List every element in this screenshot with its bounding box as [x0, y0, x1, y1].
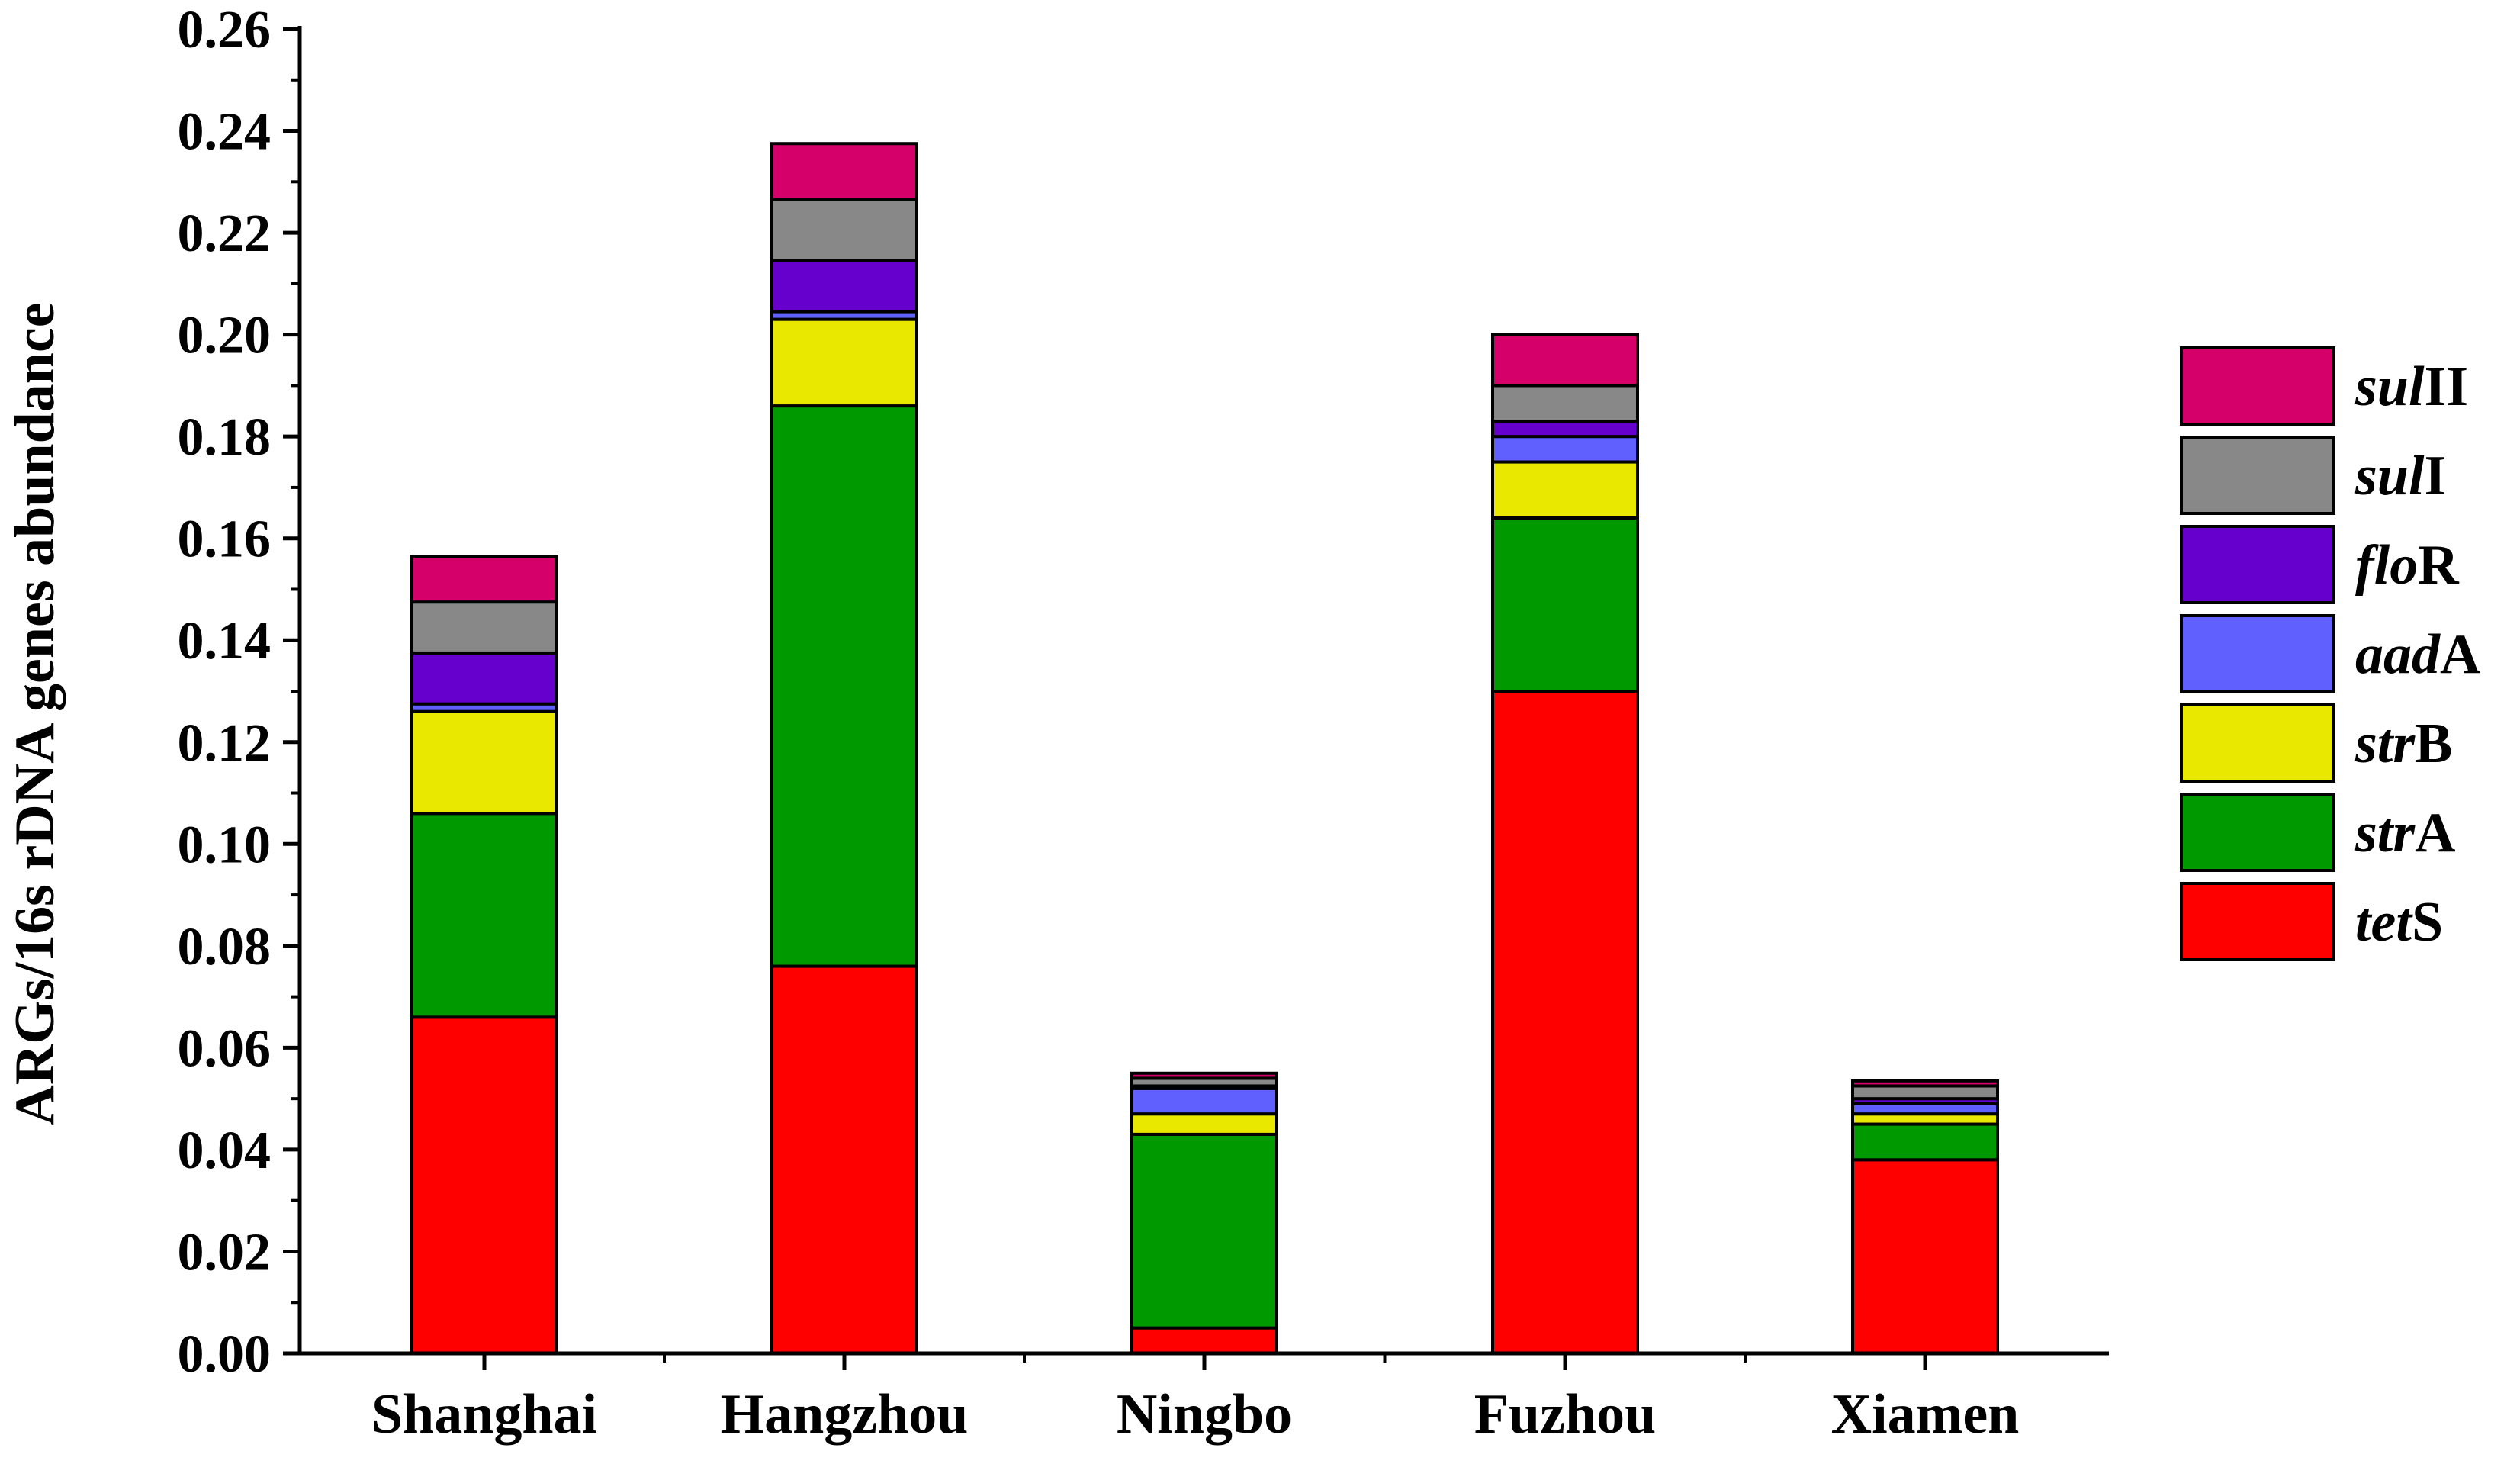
legend-label-aada: aadA [2355, 623, 2480, 686]
bar-segment-shanghai-stra [410, 812, 558, 1019]
bar-segment-hangzhou-sulii [770, 142, 918, 201]
bar-segment-shanghai-sulii [410, 555, 558, 604]
legend-label-strb: strB [2354, 713, 2453, 775]
bar-segment-fuzhou-tets [1491, 690, 1639, 1355]
bar-segment-xiamen-sulii [1851, 1079, 1999, 1088]
x-tick-label-xiamen: Xiamen [1831, 1383, 2020, 1446]
y-tick-label: 0.08 [178, 918, 272, 976]
bar-segment-shanghai-suli [410, 600, 558, 655]
legend-label-sulii: sulII [2354, 356, 2468, 418]
y-tick-label: 0.12 [178, 714, 272, 773]
x-tick-label-hangzhou: Hangzhou [721, 1383, 969, 1446]
y-tick-label: 0.16 [178, 510, 272, 569]
bar-segment-ningbo-tets [1130, 1326, 1278, 1355]
x-tick-label-shanghai: Shanghai [371, 1383, 597, 1446]
bar-segment-hangzhou-flor [770, 259, 918, 314]
bar-segment-fuzhou-aada [1491, 435, 1639, 464]
axes-layer: 0.00 0.02 0.04 0.06 0.08 0.10 0.12 0.14 0.16 0.18… [4, 1, 2109, 1446]
legend-swatch-aada [2180, 614, 2335, 693]
bar-segment-ningbo-sulii [1130, 1071, 1278, 1080]
y-tick-label: 0.22 [178, 204, 272, 263]
y-tick-label: 0.00 [178, 1325, 272, 1384]
legend-swatch-strb [2180, 703, 2335, 783]
legend-swatch-flor [2180, 525, 2335, 604]
bar-segment-xiamen-aada [1851, 1102, 1999, 1116]
bar-segment-ningbo-aada [1130, 1086, 1278, 1116]
y-axis-title: ARGs/16s rDNA genes abundance [4, 302, 66, 1125]
legend: sulII sulI floR aadA strB strA tetS [2180, 346, 2480, 961]
bar-segment-fuzhou-strb [1491, 460, 1639, 520]
x-tick-label-ningbo: Ningbo [1117, 1383, 1292, 1446]
y-tick-label: 0.06 [178, 1019, 272, 1078]
bar-segment-fuzhou-flor [1491, 420, 1639, 439]
legend-swatch-tets [2180, 882, 2335, 961]
bar-segment-fuzhou-sulii [1491, 333, 1639, 388]
bar-segment-shanghai-flor [410, 651, 558, 706]
x-tick-label-fuzhou: Fuzhou [1474, 1383, 1657, 1446]
legend-label-tets: tetS [2355, 891, 2443, 954]
y-tick-label: 0.18 [178, 408, 272, 467]
y-tick-label: 0.02 [178, 1223, 272, 1282]
bar-segment-shanghai-strb [410, 709, 558, 816]
bars-layer [410, 142, 1999, 1356]
legend-label-stra: strA [2354, 802, 2456, 864]
bar-segment-xiamen-strb [1851, 1112, 1999, 1126]
legend-swatch-sulii [2180, 346, 2335, 426]
bar-segment-shanghai-tets [410, 1015, 558, 1356]
bar-segment-hangzhou-strb [770, 317, 918, 408]
bar-segment-xiamen-stra [1851, 1122, 1999, 1162]
y-tick-label: 0.26 [178, 1, 272, 60]
legend-swatch-stra [2180, 793, 2335, 872]
legend-label-suli: sulI [2354, 445, 2446, 507]
bar-segment-xiamen-tets [1851, 1158, 1999, 1356]
y-tick-label: 0.10 [178, 816, 272, 874]
legend-label-flor: floR [2355, 534, 2460, 597]
y-tick-label: 0.20 [178, 307, 272, 365]
bar-segment-xiamen-suli [1851, 1084, 1999, 1101]
y-tick-label: 0.14 [178, 612, 272, 671]
bar-segment-hangzhou-suli [770, 198, 918, 262]
bar-segment-fuzhou-stra [1491, 516, 1639, 693]
bar-segment-hangzhou-tets [770, 964, 918, 1355]
y-tick-label: 0.04 [178, 1121, 272, 1180]
y-tick-label: 0.24 [178, 103, 272, 162]
legend-swatch-suli [2180, 436, 2335, 515]
bar-segment-ningbo-strb [1130, 1112, 1278, 1136]
bar-segment-fuzhou-suli [1491, 384, 1639, 423]
bar-segment-ningbo-stra [1130, 1132, 1278, 1330]
bar-segment-hangzhou-stra [770, 404, 918, 968]
